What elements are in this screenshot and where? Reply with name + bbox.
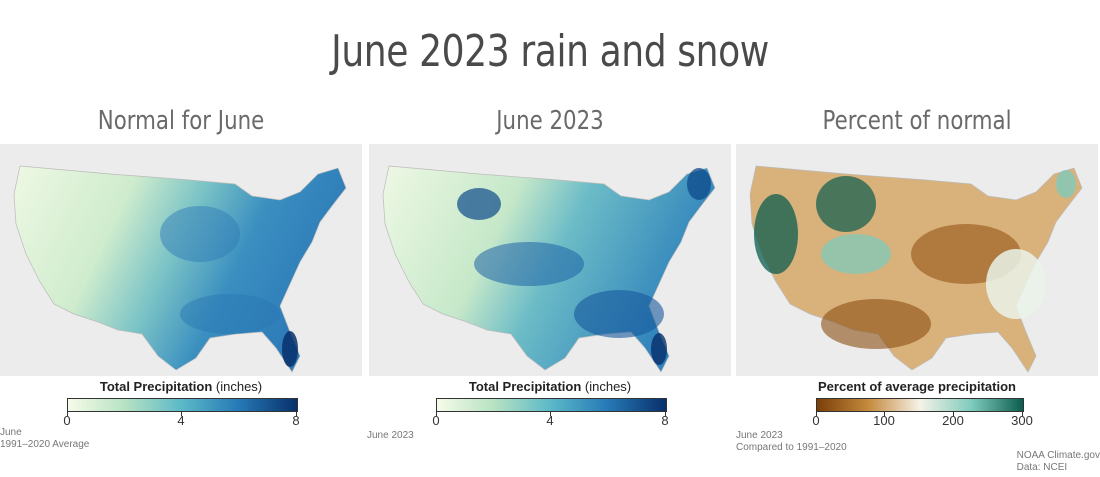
tick: [550, 411, 551, 416]
tick-label: 4: [546, 413, 554, 428]
map-normal: [0, 144, 362, 376]
page-title: June 2023 rain and snow: [331, 26, 769, 77]
map-june-2023: [369, 144, 731, 376]
legend-title: Total Precipitation (inches): [468, 379, 632, 394]
tick-label: 0: [432, 413, 440, 428]
tick-label: 200: [942, 413, 964, 428]
tick-label: 100: [873, 413, 895, 428]
panel-june-2023: June 2023 Total Precipitation (inches) 0: [367, 100, 731, 477]
tick-label: 4: [177, 413, 185, 428]
map-percent: [736, 144, 1098, 376]
tick: [665, 411, 666, 416]
tick-label: 8: [661, 413, 669, 428]
legend-title: Total Precipitation (inches): [99, 379, 263, 394]
tick: [296, 411, 297, 416]
precip-colorbar: [436, 398, 667, 412]
tick: [884, 411, 885, 416]
panel-note: June 1991–2020 Average: [0, 427, 90, 450]
credit: NOAA Climate.gov Data: NCEI: [1016, 450, 1100, 473]
panel-percent: Percent of normal Percent of average pre…: [736, 100, 1098, 477]
tick: [436, 411, 437, 416]
panel-title: June 2023: [496, 106, 604, 136]
tick-label: 300: [1011, 413, 1033, 428]
panel-title: Percent of normal: [822, 106, 1012, 136]
panel-note: June 2023 Compared to 1991–2020: [736, 430, 847, 453]
tick: [953, 411, 954, 416]
percent-colorbar: [816, 398, 1024, 412]
tick: [1022, 411, 1023, 416]
tick: [816, 411, 817, 416]
legend-title: Percent of average precipitation: [818, 379, 1016, 394]
tick-label: 8: [292, 413, 300, 428]
panel-title: Normal for June: [97, 106, 265, 136]
precip-colorbar: [67, 398, 298, 412]
tick: [67, 411, 68, 416]
tick: [181, 411, 182, 416]
panel-note: June 2023: [367, 430, 414, 441]
tick-label: 0: [63, 413, 71, 428]
tick-label: 0: [812, 413, 820, 428]
panel-normal: Normal for June Total Precipitation (inc…: [0, 100, 362, 477]
